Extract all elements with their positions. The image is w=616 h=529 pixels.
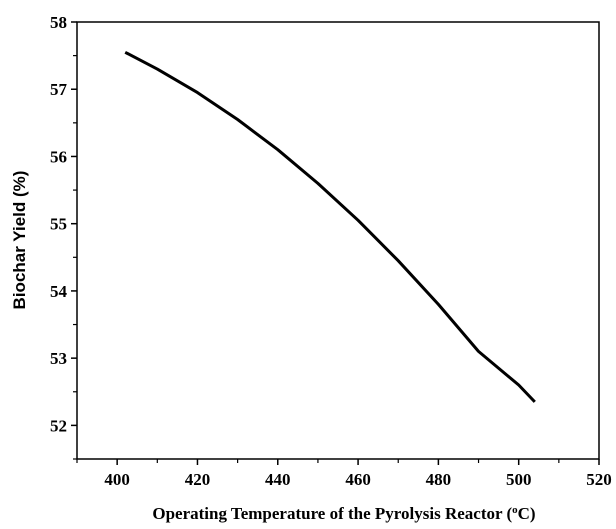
- plot-frame: [76, 21, 600, 460]
- series-group: [124, 50, 536, 403]
- y-tick-label: 52: [50, 416, 67, 435]
- y-tick-label: 58: [50, 13, 67, 32]
- x-axis-ticks: [76, 459, 600, 465]
- plot-area: [76, 21, 600, 460]
- x-tick-label: 460: [345, 470, 371, 489]
- y-tick-label: 54: [50, 282, 68, 301]
- y-axis-title: Biochar Yield (%): [10, 171, 29, 310]
- y-tick-label: 56: [50, 147, 67, 166]
- y-tick-label: 55: [50, 215, 67, 234]
- x-axis-title-end: C): [518, 504, 536, 523]
- y-tick-label: 57: [50, 80, 68, 99]
- x-tick-label: 500: [506, 470, 532, 489]
- x-axis-tick-labels: 400 420 440 460 480 500 520: [104, 470, 611, 489]
- x-tick-label: 520: [586, 470, 612, 489]
- series-line: [124, 50, 536, 403]
- y-tick-label: 53: [50, 349, 67, 368]
- y-axis-ticks: [71, 21, 77, 460]
- x-tick-label: 420: [185, 470, 211, 489]
- x-axis-title-main: Operating Temperature of the Pyrolysis R…: [152, 504, 512, 523]
- x-axis-title: Operating Temperature of the Pyrolysis R…: [152, 504, 535, 523]
- x-tick-label: 400: [104, 470, 130, 489]
- x-axis-title-superscript: o: [512, 504, 518, 516]
- y-axis-tick-labels: 52 53 54 55 56 57 58: [50, 13, 68, 435]
- x-tick-label: 480: [426, 470, 452, 489]
- x-tick-label: 440: [265, 470, 291, 489]
